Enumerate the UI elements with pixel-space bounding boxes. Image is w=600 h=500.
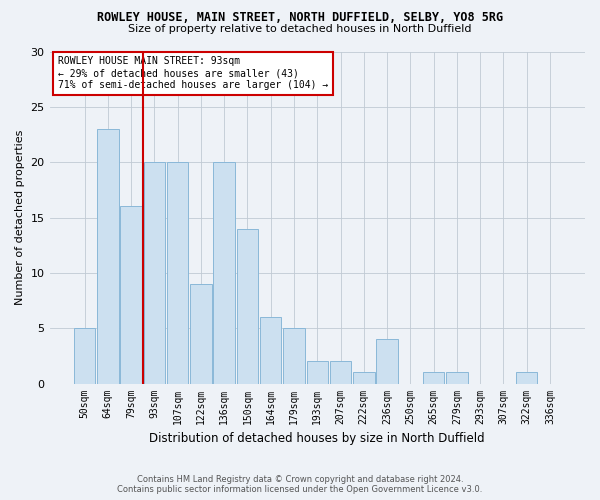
Bar	[190, 284, 212, 384]
Bar	[283, 328, 305, 384]
Bar	[74, 328, 95, 384]
Bar	[143, 162, 165, 384]
Text: ROWLEY HOUSE, MAIN STREET, NORTH DUFFIELD, SELBY, YO8 5RG: ROWLEY HOUSE, MAIN STREET, NORTH DUFFIEL…	[97, 11, 503, 24]
Bar	[97, 129, 119, 384]
Y-axis label: Number of detached properties: Number of detached properties	[15, 130, 25, 305]
Bar	[376, 340, 398, 384]
Bar	[214, 162, 235, 384]
Bar	[446, 372, 467, 384]
Bar	[307, 362, 328, 384]
Bar	[167, 162, 188, 384]
Text: ROWLEY HOUSE MAIN STREET: 93sqm
← 29% of detached houses are smaller (43)
71% of: ROWLEY HOUSE MAIN STREET: 93sqm ← 29% of…	[58, 56, 328, 90]
Bar	[330, 362, 351, 384]
Text: Contains HM Land Registry data © Crown copyright and database right 2024.
Contai: Contains HM Land Registry data © Crown c…	[118, 474, 482, 494]
X-axis label: Distribution of detached houses by size in North Duffield: Distribution of detached houses by size …	[149, 432, 485, 445]
Bar	[237, 228, 258, 384]
Bar	[423, 372, 445, 384]
Bar	[353, 372, 374, 384]
Bar	[260, 317, 281, 384]
Text: Size of property relative to detached houses in North Duffield: Size of property relative to detached ho…	[128, 24, 472, 34]
Bar	[121, 206, 142, 384]
Bar	[516, 372, 538, 384]
